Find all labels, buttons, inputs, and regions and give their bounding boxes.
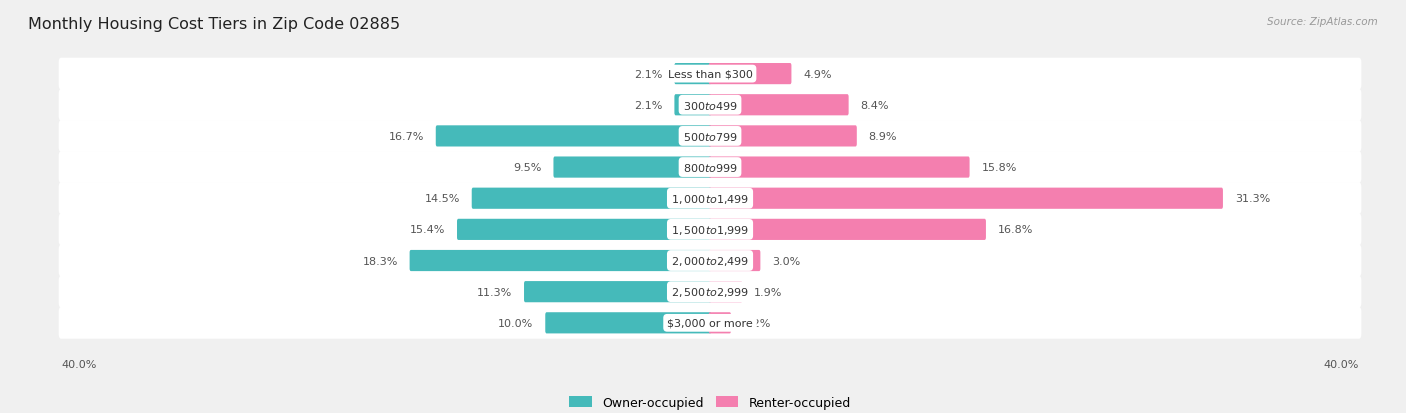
Text: $500 to $799: $500 to $799 [682,131,738,142]
FancyBboxPatch shape [709,64,792,85]
Text: 10.0%: 10.0% [498,318,533,328]
Text: $1,000 to $1,499: $1,000 to $1,499 [671,192,749,205]
FancyBboxPatch shape [554,157,711,178]
Text: 8.4%: 8.4% [860,100,889,111]
Text: 40.0%: 40.0% [60,359,97,369]
Text: Source: ZipAtlas.com: Source: ZipAtlas.com [1267,17,1378,26]
Text: 31.3%: 31.3% [1234,194,1270,204]
Text: $2,500 to $2,999: $2,500 to $2,999 [671,285,749,299]
Text: 16.7%: 16.7% [388,132,425,142]
FancyBboxPatch shape [59,245,1361,277]
FancyBboxPatch shape [709,188,1223,209]
Text: 3.0%: 3.0% [772,256,800,266]
Text: 18.3%: 18.3% [363,256,398,266]
FancyBboxPatch shape [546,313,711,334]
FancyBboxPatch shape [709,126,856,147]
Text: 1.9%: 1.9% [754,287,783,297]
FancyBboxPatch shape [709,95,849,116]
Text: $2,000 to $2,499: $2,000 to $2,499 [671,254,749,267]
Text: Monthly Housing Cost Tiers in Zip Code 02885: Monthly Housing Cost Tiers in Zip Code 0… [28,17,401,31]
FancyBboxPatch shape [59,214,1361,246]
Text: Less than $300: Less than $300 [668,69,752,79]
Text: $3,000 or more: $3,000 or more [668,318,752,328]
FancyBboxPatch shape [675,95,711,116]
FancyBboxPatch shape [59,183,1361,215]
Text: 40.0%: 40.0% [1323,359,1360,369]
FancyBboxPatch shape [709,313,731,334]
FancyBboxPatch shape [709,281,742,303]
FancyBboxPatch shape [59,276,1361,308]
Text: 4.9%: 4.9% [803,69,832,79]
Text: 16.8%: 16.8% [998,225,1033,235]
FancyBboxPatch shape [675,64,711,85]
Text: $300 to $499: $300 to $499 [682,100,738,112]
FancyBboxPatch shape [436,126,711,147]
Text: 9.5%: 9.5% [513,163,541,173]
Text: 2.1%: 2.1% [634,100,662,111]
FancyBboxPatch shape [59,152,1361,183]
Text: 11.3%: 11.3% [477,287,512,297]
Text: 2.1%: 2.1% [634,69,662,79]
FancyBboxPatch shape [59,121,1361,152]
Legend: Owner-occupied, Renter-occupied: Owner-occupied, Renter-occupied [564,391,856,413]
Text: 14.5%: 14.5% [425,194,460,204]
FancyBboxPatch shape [709,250,761,271]
FancyBboxPatch shape [59,307,1361,339]
FancyBboxPatch shape [457,219,711,240]
Text: $1,500 to $1,999: $1,500 to $1,999 [671,223,749,236]
FancyBboxPatch shape [59,59,1361,90]
FancyBboxPatch shape [709,157,970,178]
Text: 8.9%: 8.9% [869,132,897,142]
Text: 1.2%: 1.2% [742,318,770,328]
FancyBboxPatch shape [524,281,711,303]
FancyBboxPatch shape [472,188,711,209]
FancyBboxPatch shape [709,219,986,240]
Text: 15.8%: 15.8% [981,163,1017,173]
FancyBboxPatch shape [59,90,1361,121]
Text: 15.4%: 15.4% [411,225,446,235]
Text: $800 to $999: $800 to $999 [682,161,738,173]
FancyBboxPatch shape [409,250,711,271]
